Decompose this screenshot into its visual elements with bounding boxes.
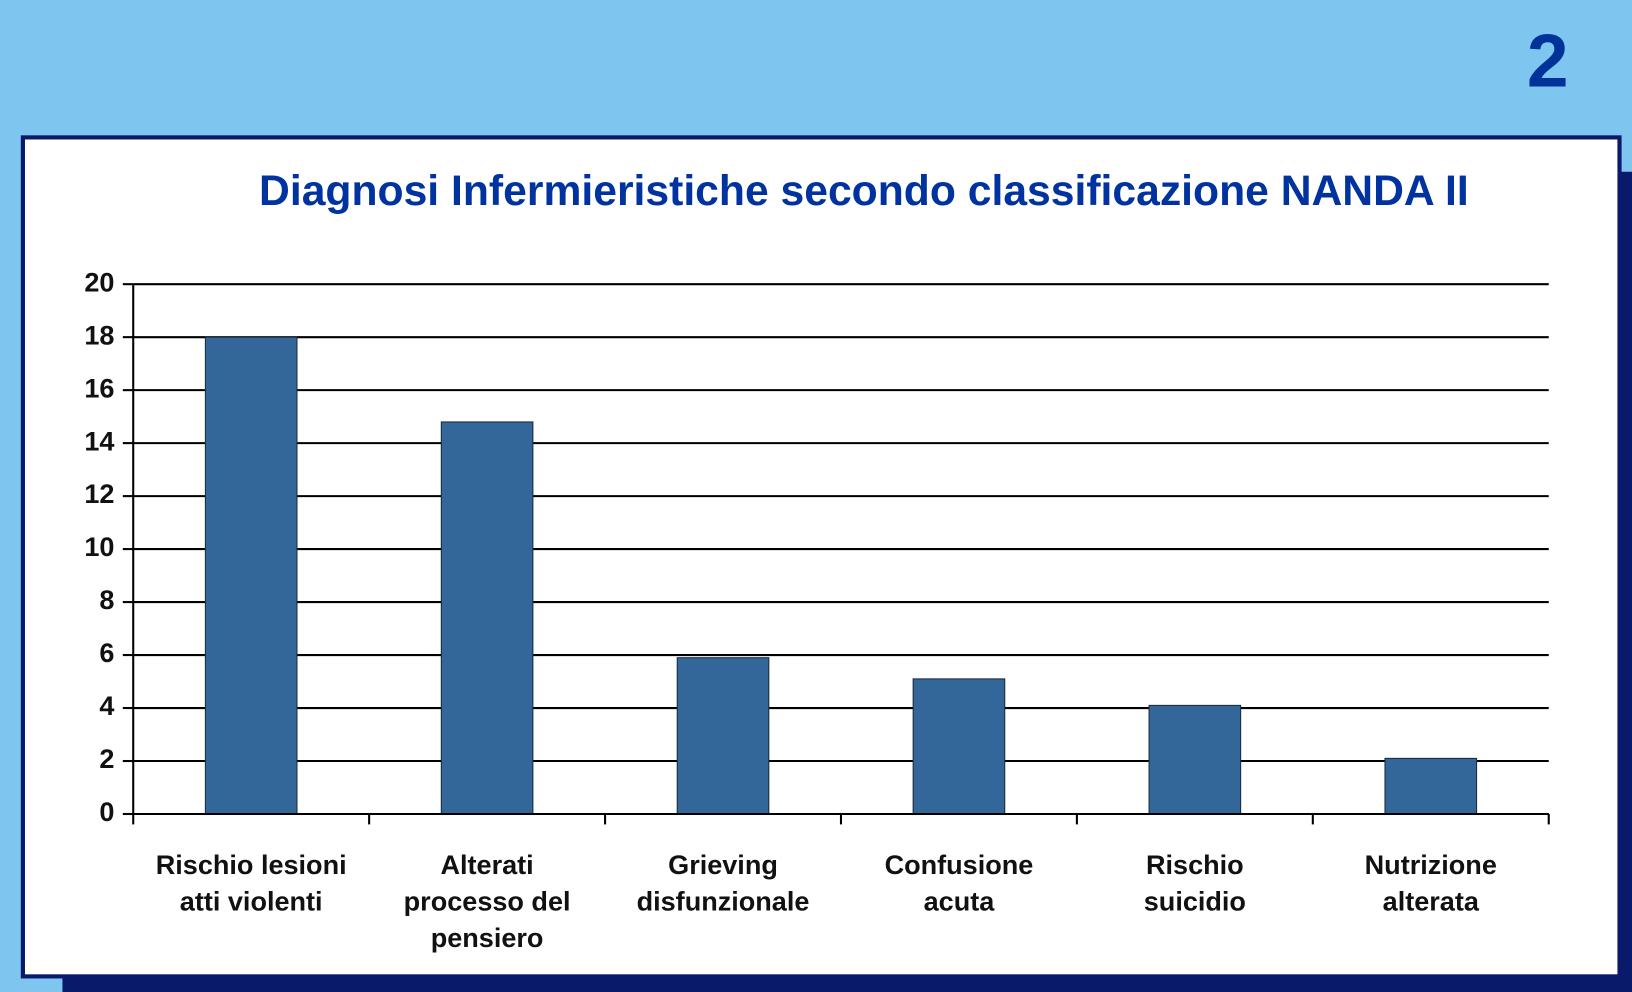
x-tick-label: Confusione acuta — [885, 850, 1034, 916]
x-tick-label-line: atti violenti — [180, 887, 323, 917]
x-tick-label-line: Confusione — [885, 850, 1034, 880]
bar — [440, 421, 534, 815]
y-tick-label: 16 — [84, 373, 114, 403]
x-tick-label-line: alterata — [1383, 887, 1480, 917]
bar — [912, 678, 1006, 815]
x-tick-label: Nutrizione alterata — [1365, 850, 1497, 916]
x-tick-label-line: suicidio — [1144, 887, 1246, 917]
chart-title: Diagnosi Infermieristiche secondo classi… — [259, 167, 1469, 215]
x-tick-label-line: disfunzionale — [637, 887, 810, 917]
y-tick-label: 2 — [99, 744, 114, 774]
y-tick-label: 12 — [84, 479, 114, 509]
y-tick-label: 4 — [99, 691, 114, 721]
x-tick-label: Rischio suicidio — [1144, 850, 1246, 916]
y-tick-label: 14 — [84, 426, 114, 456]
y-tick-label: 10 — [84, 532, 114, 562]
bar — [1384, 757, 1478, 815]
x-tick-label-line: Rischio — [1146, 850, 1244, 880]
bar — [676, 657, 770, 815]
y-tick-label: 18 — [84, 320, 114, 350]
x-tick-label-line: Rischio lesioni — [156, 850, 347, 880]
x-tick-label-line: Nutrizione — [1365, 850, 1497, 880]
y-tick-label: 20 — [84, 267, 114, 297]
x-tick-label: Alterati processo del pensiero — [404, 850, 571, 953]
y-tick-label: 6 — [99, 638, 114, 668]
x-tick-label-line: pensiero — [431, 923, 544, 953]
x-tick-label-line: processo del — [404, 887, 571, 917]
x-tick-label: Rischio lesioni atti violenti — [156, 850, 347, 916]
x-tick-label-line: Alterati — [441, 850, 534, 880]
x-tick-label: Grieving disfunzionale — [637, 850, 810, 916]
slide-number: 2 — [1527, 18, 1569, 102]
y-tick-label: 8 — [99, 585, 114, 615]
bar — [1148, 704, 1242, 815]
x-tick-label-line: Grieving — [668, 850, 778, 880]
y-tick-label: 0 — [99, 797, 114, 827]
x-tick-label-line: acuta — [924, 887, 996, 917]
bar — [204, 336, 298, 815]
